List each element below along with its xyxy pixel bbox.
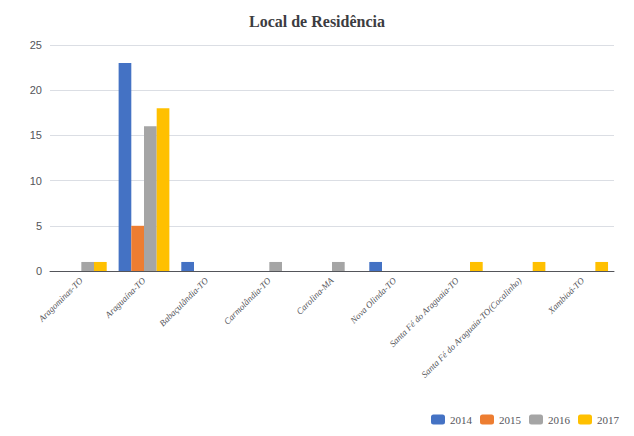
svg-text:5: 5: [36, 220, 42, 232]
svg-text:Local de Residência: Local de Residência: [249, 13, 385, 30]
svg-text:0: 0: [36, 265, 42, 277]
svg-text:2017: 2017: [597, 414, 620, 426]
svg-text:Santa Fé do Araguaia-TO: Santa Fé do Araguaia-TO: [387, 275, 461, 349]
svg-text:Babaçulândia-TO: Babaçulândia-TO: [157, 275, 210, 328]
svg-text:Carolina-MA: Carolina-MA: [294, 275, 335, 316]
svg-text:Aragominas-TO: Aragominas-TO: [36, 275, 85, 324]
svg-text:2014: 2014: [450, 414, 473, 426]
svg-text:2015: 2015: [499, 414, 522, 426]
svg-text:Xambioá-TO: Xambioá-TO: [545, 275, 586, 316]
svg-text:Carmolândia-TO: Carmolândia-TO: [222, 275, 273, 326]
svg-text:Nova Olinda-TO: Nova Olinda-TO: [348, 275, 399, 326]
svg-text:20: 20: [30, 84, 42, 96]
svg-text:25: 25: [30, 39, 42, 51]
svg-text:Araguaína-TO: Araguaína-TO: [102, 275, 147, 320]
svg-text:2016: 2016: [548, 414, 571, 426]
svg-text:Santa Fé do Araguaia-TO(Cocali: Santa Fé do Araguaia-TO(Cocalinho): [419, 275, 523, 379]
svg-text:10: 10: [30, 175, 42, 187]
svg-text:15: 15: [30, 129, 42, 141]
